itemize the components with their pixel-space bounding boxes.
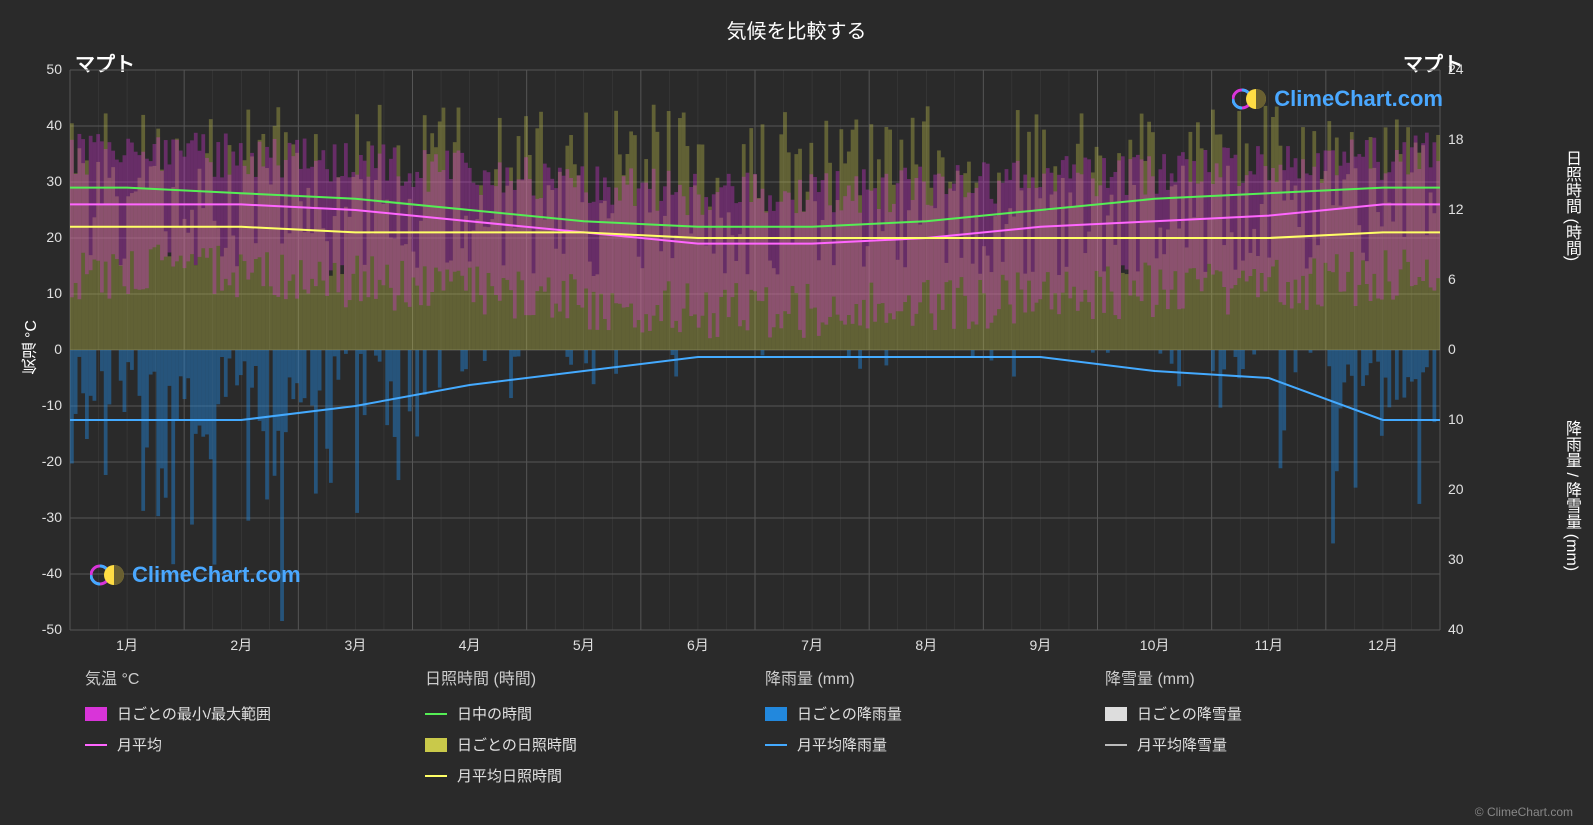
svg-text:0: 0: [54, 341, 62, 357]
svg-text:6月: 6月: [687, 637, 709, 653]
y-axis-right-rain-label: 降雨量 / 降雪量 (mm): [1559, 420, 1583, 571]
legend-label: 日ごとの降雨量: [797, 703, 902, 724]
svg-text:40: 40: [1448, 621, 1464, 637]
legend-col-temp: 気温 °C 日ごとの最小/最大範囲 月平均: [85, 665, 365, 796]
svg-text:30: 30: [46, 173, 62, 189]
svg-text:40: 40: [46, 117, 62, 133]
svg-text:8月: 8月: [915, 637, 937, 653]
chart-title: 気候を比較する: [0, 15, 1593, 44]
legend-title-sun: 日照時間 (時間): [425, 665, 705, 689]
svg-text:24: 24: [1448, 61, 1464, 77]
legend-item-rain-daily: 日ごとの降雨量: [765, 703, 1045, 724]
svg-text:9月: 9月: [1030, 637, 1052, 653]
svg-text:-40: -40: [42, 565, 62, 581]
legend-col-rain: 降雨量 (mm) 日ごとの降雨量 月平均降雨量: [765, 665, 1045, 796]
attribution: © ClimeChart.com: [1475, 805, 1573, 819]
svg-text:10月: 10月: [1140, 637, 1170, 653]
svg-text:12月: 12月: [1368, 637, 1398, 653]
svg-text:30: 30: [1448, 551, 1464, 567]
svg-text:11月: 11月: [1254, 637, 1283, 653]
watermark-top: ClimeChart.com: [1232, 84, 1443, 114]
svg-text:-50: -50: [42, 621, 62, 637]
legend-label: 月平均: [117, 734, 162, 755]
legend-item-snow-avg: 月平均降雪量: [1105, 734, 1385, 755]
legend-label: 日ごとの日照時間: [457, 734, 577, 755]
legend-label: 日ごとの降雪量: [1137, 703, 1242, 724]
watermark-bottom: ClimeChart.com: [90, 560, 301, 590]
svg-text:6: 6: [1448, 271, 1456, 287]
legend-item-temp-avg: 月平均: [85, 734, 365, 755]
svg-text:7月: 7月: [801, 637, 823, 653]
legend-item-snow-daily: 日ごとの降雪量: [1105, 703, 1385, 724]
svg-text:2月: 2月: [230, 637, 252, 653]
svg-text:20: 20: [46, 229, 62, 245]
legend-col-snow: 降雪量 (mm) 日ごとの降雪量 月平均降雪量: [1105, 665, 1385, 796]
svg-text:0: 0: [1448, 341, 1456, 357]
svg-text:-10: -10: [42, 397, 62, 413]
svg-text:3月: 3月: [345, 637, 367, 653]
watermark-text: ClimeChart.com: [1274, 86, 1443, 112]
svg-text:10: 10: [1448, 411, 1464, 427]
svg-text:-20: -20: [42, 453, 62, 469]
legend-title-temp: 気温 °C: [85, 665, 365, 689]
legend-item-sun-avg: 月平均日照時間: [425, 765, 705, 786]
legend-title-snow: 降雪量 (mm): [1105, 665, 1385, 689]
legend-label: 日中の時間: [457, 703, 532, 724]
svg-text:4月: 4月: [459, 637, 481, 653]
legend-label: 月平均日照時間: [457, 765, 562, 786]
legend-item-sun-daily: 日ごとの日照時間: [425, 734, 705, 755]
svg-text:50: 50: [46, 61, 62, 77]
legend-label: 日ごとの最小/最大範囲: [117, 703, 271, 724]
watermark-text: ClimeChart.com: [132, 562, 301, 588]
svg-text:-30: -30: [42, 509, 62, 525]
legend-col-sun: 日照時間 (時間) 日中の時間 日ごとの日照時間 月平均日照時間: [425, 665, 705, 796]
svg-text:1月: 1月: [116, 637, 138, 653]
legend-title-rain: 降雨量 (mm): [765, 665, 1045, 689]
svg-text:20: 20: [1448, 481, 1464, 497]
svg-text:12: 12: [1448, 201, 1464, 217]
legend-label: 月平均降雪量: [1137, 734, 1227, 755]
legend-label: 月平均降雨量: [797, 734, 887, 755]
legend-item-rain-avg: 月平均降雨量: [765, 734, 1045, 755]
y-axis-left-label: 気温 °C: [20, 320, 44, 374]
svg-text:5月: 5月: [573, 637, 595, 653]
chart-plot: -50-40-30-20-100102030405006121824102030…: [70, 70, 1440, 630]
legend-item-daylight: 日中の時間: [425, 703, 705, 724]
y-axis-right-sun-label: 日照時間 (時間): [1559, 150, 1583, 261]
chart-container: 気候を比較する マプト マプト 気温 °C 日照時間 (時間) 降雨量 / 降雪…: [0, 0, 1593, 825]
svg-text:10: 10: [46, 285, 62, 301]
legend: 気温 °C 日ごとの最小/最大範囲 月平均 日照時間 (時間) 日中の時間 日ご…: [85, 665, 1508, 796]
svg-text:18: 18: [1448, 131, 1464, 147]
legend-item-temp-range: 日ごとの最小/最大範囲: [85, 703, 365, 724]
